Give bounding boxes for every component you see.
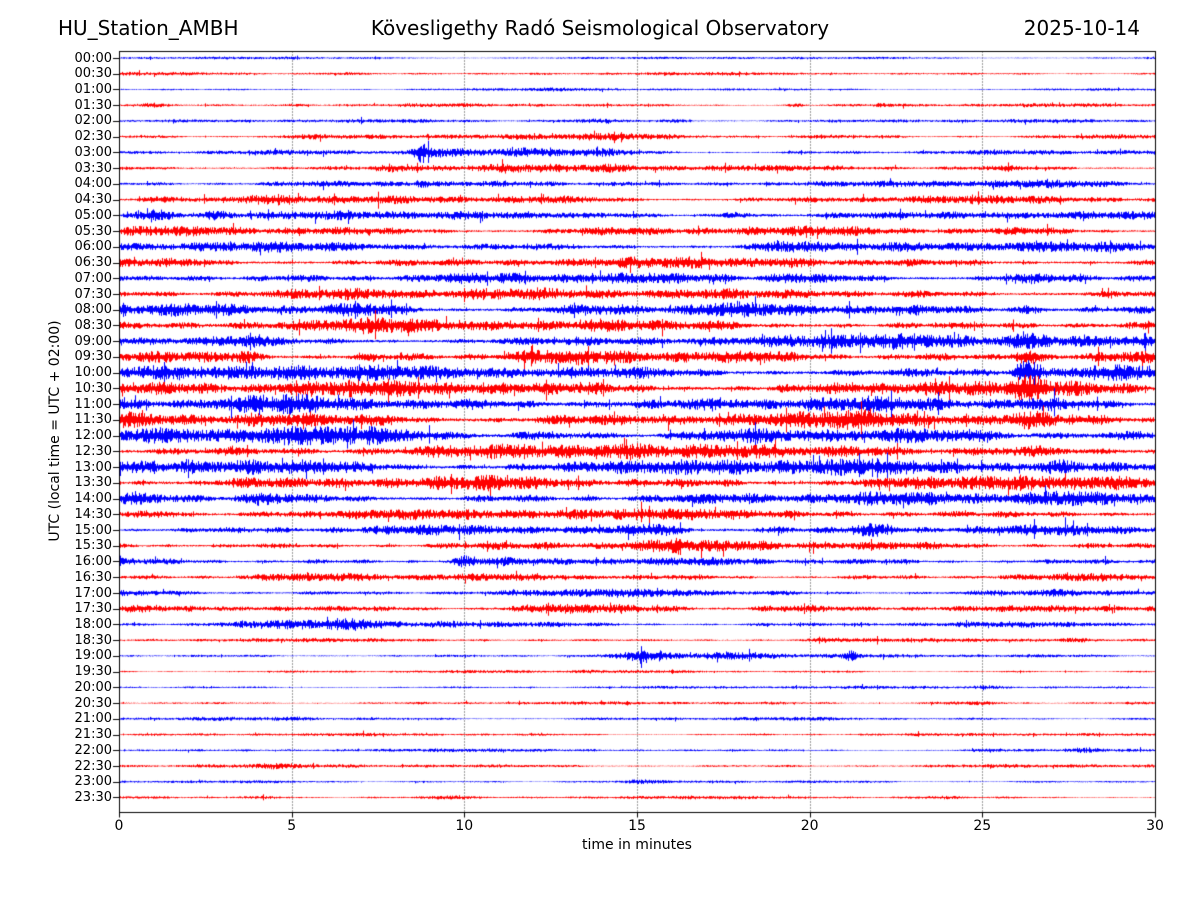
y-tick-label: 06:00 [74, 239, 112, 255]
y-tick-label: 04:00 [74, 176, 112, 192]
y-tick-label: 11:00 [74, 396, 112, 412]
y-tick-label: 09:30 [74, 349, 112, 365]
y-tick-label: 02:00 [74, 113, 112, 129]
y-tick-label: 18:00 [74, 616, 112, 632]
y-tick-label: 08:00 [74, 302, 112, 318]
y-tick-label: 10:30 [74, 380, 112, 396]
y-tick-label: 01:00 [74, 82, 112, 97]
y-tick-label: 20:00 [74, 679, 112, 695]
y-tick-label: 15:00 [74, 522, 112, 538]
y-tick-label: 07:00 [74, 270, 112, 286]
y-tick-label: 14:00 [74, 491, 112, 507]
y-tick-label: 05:30 [74, 223, 112, 239]
y-tick-label: 01:30 [74, 97, 112, 113]
y-tick-label: 22:00 [74, 742, 112, 758]
x-tick-label: 30 [1146, 818, 1164, 834]
y-tick-label: 17:30 [74, 601, 112, 617]
y-tick-label: 16:00 [74, 554, 112, 569]
y-tick-label: 03:30 [74, 160, 112, 176]
y-tick-label: 13:00 [74, 459, 112, 475]
y-tick-label: 00:00 [74, 50, 112, 66]
y-tick-label: 12:00 [74, 428, 112, 444]
observatory-title: Kövesligethy Radó Seismological Observat… [370, 16, 830, 40]
y-tick-label: 23:30 [74, 790, 112, 805]
date-title: 2025-10-14 [1023, 16, 1140, 40]
y-tick-label: 19:30 [74, 664, 112, 680]
x-tick-label: 15 [628, 818, 646, 834]
y-tick-label: 23:00 [74, 774, 112, 790]
y-tick-label: 14:30 [74, 506, 112, 522]
station-title: HU_Station_AMBH [58, 16, 239, 40]
x-tick-label: 0 [114, 818, 124, 834]
y-tick-label: 22:30 [74, 758, 112, 774]
x-axis-label: time in minutes [582, 837, 692, 853]
y-tick-label: 16:30 [74, 569, 112, 585]
y-tick-label: 02:30 [74, 129, 112, 145]
y-tick-label: 08:30 [74, 318, 112, 333]
y-tick-label: 15:30 [74, 538, 112, 554]
y-tick-label: 05:00 [74, 207, 112, 223]
y-tick-label: 18:30 [74, 632, 112, 648]
y-tick-label: 13:30 [74, 475, 112, 491]
y-tick-label: 21:30 [74, 727, 112, 743]
y-tick-label: 04:30 [74, 192, 112, 208]
x-tick-label: 10 [455, 818, 474, 834]
y-tick-label: 09:00 [74, 333, 112, 349]
x-tick-label: 25 [973, 818, 992, 834]
y-tick-label: 12:30 [74, 443, 112, 459]
y-tick-label: 19:00 [74, 648, 112, 664]
y-tick-label: 10:00 [74, 365, 112, 381]
y-tick-label: 17:00 [74, 585, 112, 601]
y-tick-label: 07:30 [74, 286, 112, 302]
y-tick-label: 11:30 [74, 412, 112, 428]
y-tick-label: 03:00 [74, 144, 112, 160]
x-tick-label: 5 [287, 818, 297, 834]
x-tick-label: 20 [800, 818, 819, 834]
y-tick-label: 00:30 [74, 66, 112, 82]
y-tick-label: 20:30 [74, 695, 112, 711]
y-tick-label: 21:00 [74, 711, 112, 727]
y-tick-label: 06:30 [74, 255, 112, 270]
